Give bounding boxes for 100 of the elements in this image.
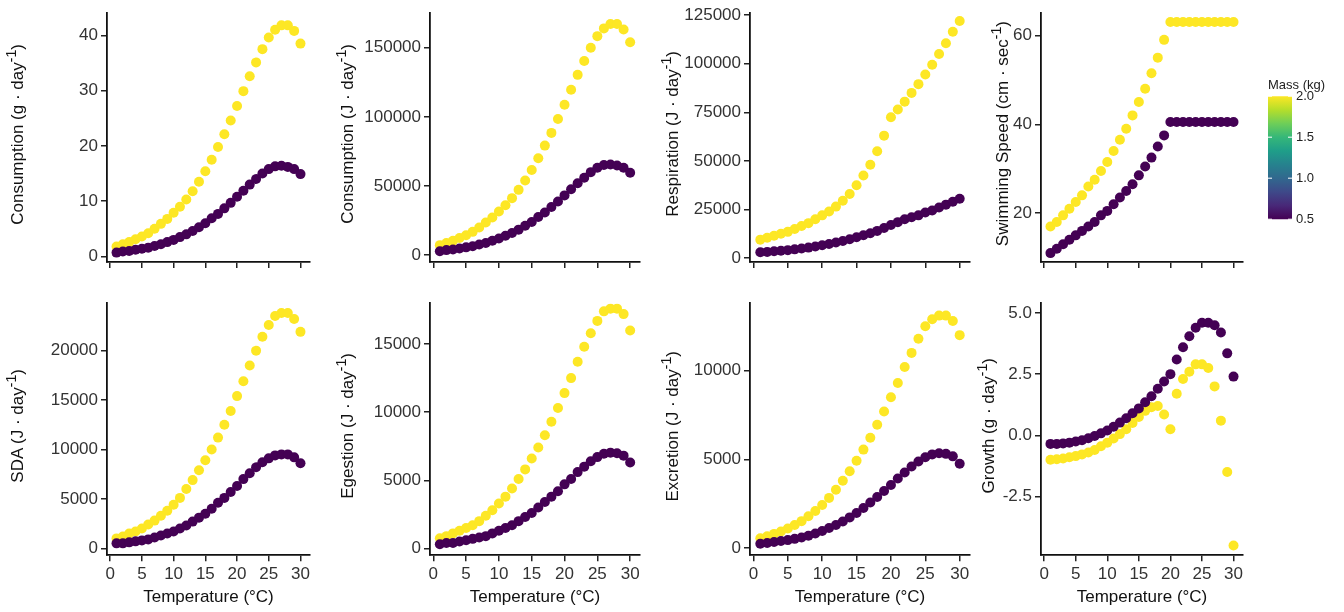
point [1064,203,1075,214]
point [947,451,958,462]
point [168,499,179,510]
point [1102,157,1113,168]
point [1121,123,1132,134]
x-tick-label: 20 [227,564,247,584]
point [155,510,166,521]
point [474,222,485,233]
point [244,360,255,371]
point [879,130,890,141]
point [906,347,917,358]
y-tick-label: 0 [731,247,741,267]
point [851,180,862,191]
point [500,491,511,502]
point [934,49,945,60]
x-tick-label: 25 [259,564,279,584]
point [533,153,544,164]
point [251,174,262,185]
x-axis-title: Temperature (°C) [1076,587,1208,607]
point [572,69,583,80]
point [295,38,306,49]
point [618,24,629,35]
point [238,86,249,97]
point [232,101,243,112]
point [213,142,224,152]
point [1152,383,1163,394]
point [174,201,185,212]
x-tick-label: 30 [620,564,640,584]
point [858,444,869,455]
point [592,315,603,326]
point [1140,397,1151,408]
y-tick-label: 75000 [693,102,741,122]
point [954,458,965,469]
point [1171,354,1182,365]
point [193,465,204,476]
y-tick-label: -2.5 [1002,486,1032,506]
point [1209,381,1220,392]
point [520,175,531,186]
point [1102,205,1113,216]
point [1171,388,1182,399]
point [1121,413,1132,424]
point [1159,409,1170,420]
point [174,492,185,503]
point [1178,374,1189,385]
point [810,506,821,517]
y-tick-label: 30 [79,80,98,100]
point [579,461,590,472]
point [572,467,583,478]
point [885,392,896,403]
point [579,56,590,67]
x-tick-label: 20 [881,564,901,584]
point [585,328,596,339]
y-tick-label: 0 [411,538,421,558]
point [263,319,274,330]
y-tick-label: 125000 [684,4,741,24]
point [579,172,590,183]
point [526,216,537,227]
point [872,491,883,502]
point [238,474,249,485]
point [892,104,903,115]
point [1114,192,1125,203]
point [1089,217,1100,228]
point [289,164,300,175]
point [927,59,938,70]
x-tick-label: 10 [812,564,832,584]
point [539,430,550,441]
point [206,503,217,514]
point [1127,110,1138,121]
x-tick-label: 15 [1129,564,1149,584]
point [899,362,910,373]
point [1108,145,1119,156]
point [232,481,243,492]
point [1159,376,1170,387]
y-tick-label: 20 [1013,202,1032,222]
point [507,193,518,204]
x-tick-label: 5 [1070,564,1081,584]
point [830,484,841,495]
point [1165,424,1176,435]
point [257,331,268,342]
point [1203,363,1214,374]
point [796,516,807,527]
point [625,167,636,178]
y-tick-label: 50000 [373,175,421,195]
point [879,485,890,496]
point [618,309,629,320]
point [552,403,563,414]
point [474,516,485,527]
point [885,479,896,490]
point [251,57,262,68]
point [244,179,255,190]
color-bar-label: 1.5 [1296,128,1315,144]
y-tick-label: 0 [411,244,421,264]
point [803,218,814,229]
x-tick-label: 15 [522,564,542,584]
point [1114,134,1125,145]
point [493,206,504,217]
point [493,498,504,509]
point [1133,97,1144,108]
point [1083,181,1094,192]
point [954,330,965,341]
